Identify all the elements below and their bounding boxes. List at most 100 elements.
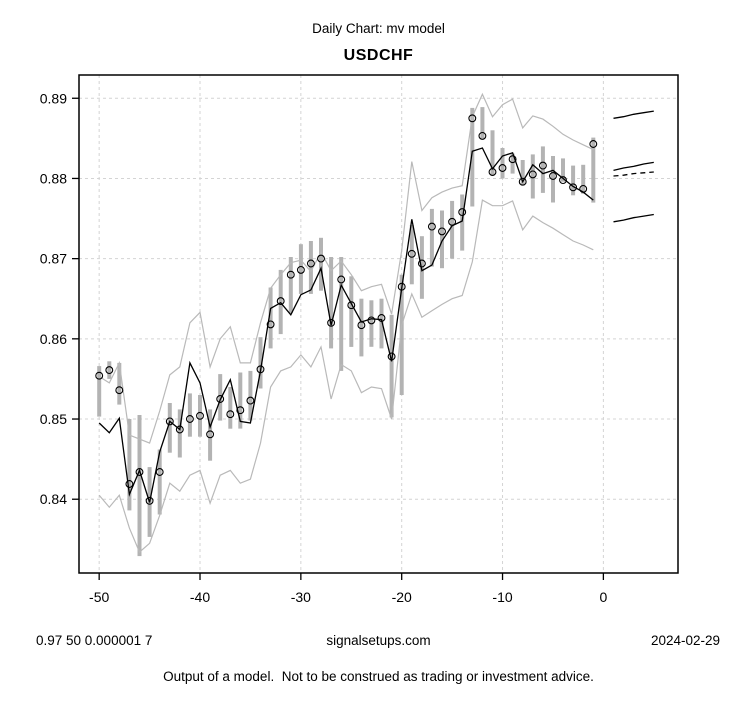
plot-border (78, 74, 679, 574)
range-bar (530, 154, 535, 199)
close-point (95, 371, 104, 380)
y-tick-label: 0.84 (40, 491, 67, 507)
close-point (135, 468, 144, 476)
range-bar (591, 137, 596, 203)
close-point (377, 314, 386, 322)
range-bar (127, 419, 132, 511)
close-point (488, 168, 497, 176)
close-point (125, 480, 134, 488)
close-point (579, 184, 588, 193)
forecast-mean-alt-line (613, 171, 654, 177)
x-tick-label: 0 (599, 589, 607, 605)
close-point (347, 301, 356, 310)
forecast-mean-line (613, 161, 654, 172)
range-bar (177, 409, 182, 458)
range-bar (107, 361, 112, 379)
range-bar (308, 241, 313, 294)
range-bar (359, 298, 364, 357)
close-point (407, 249, 416, 258)
close-point (367, 316, 376, 325)
model-line (98, 147, 594, 503)
close-point (306, 259, 315, 268)
chart-footnotes: signalsetups.com 0.97 50 0.000001 7 2024… (0, 633, 753, 651)
x-tick-label: -20 (392, 589, 412, 605)
range-bar (440, 210, 444, 269)
close-point (145, 496, 154, 505)
range-bar (571, 165, 576, 196)
range-bar (500, 148, 505, 179)
range-bar (429, 208, 434, 267)
range-bar (329, 257, 334, 349)
close-point (296, 265, 305, 274)
range-bar (218, 374, 223, 421)
price-chart: 0.84 0.85 0.86 0.87 0.88 0.89 -50 -40 -30 -20 -10 0 (40, 74, 679, 605)
range-bar (460, 194, 465, 251)
close-point (478, 131, 487, 140)
close-point (508, 155, 517, 164)
range-bar (187, 393, 192, 437)
close-point (387, 352, 396, 361)
close-point (538, 161, 547, 170)
range-bar (198, 395, 202, 437)
close-point (185, 415, 194, 423)
range-bar (480, 107, 485, 139)
close-point (397, 282, 406, 291)
chart-title: Daily Chart: mv model (312, 21, 445, 36)
close-point (357, 321, 366, 330)
range-bar (409, 225, 414, 285)
range-bar (510, 153, 515, 174)
range-bar (288, 257, 293, 314)
close-point (216, 395, 225, 403)
range-bar (561, 158, 565, 182)
close-point (236, 406, 245, 415)
close-point (448, 217, 457, 226)
range-bar (399, 274, 404, 395)
close-point (427, 222, 436, 231)
close-point (266, 320, 275, 329)
close-point (438, 227, 446, 236)
close-point (337, 275, 346, 284)
y-tick-label: 0.85 (40, 411, 67, 427)
site-watermark: signalsetups.com (326, 633, 431, 648)
range-bar (298, 244, 303, 294)
range-bar (379, 298, 384, 349)
range-bar (238, 372, 243, 429)
close-point (256, 365, 265, 374)
range-bar (581, 164, 586, 194)
range-bar (319, 237, 323, 291)
range-bar (248, 370, 253, 421)
lower-band-line (98, 199, 594, 554)
range-bar (490, 130, 495, 176)
range-bar (339, 257, 344, 371)
close-point (417, 259, 426, 268)
y-tick-label: 0.89 (40, 90, 67, 106)
close-point (528, 170, 537, 179)
x-tick-label: -30 (291, 589, 311, 605)
x-tick-label: -40 (190, 589, 210, 605)
range-bar (268, 287, 273, 349)
y-tick-label: 0.87 (40, 251, 67, 267)
disclaimer: Output of a model. Not to be construed a… (163, 669, 594, 684)
range-bar (470, 107, 475, 207)
range-bar (520, 160, 525, 186)
range-bar (389, 314, 394, 418)
y-tick-label: 0.88 (40, 170, 67, 186)
close-point (317, 254, 325, 263)
range-bar (450, 200, 455, 259)
range-bar (258, 337, 263, 389)
close-point (559, 176, 567, 185)
close-point (518, 177, 527, 186)
range-bar (228, 387, 233, 429)
close-point (549, 172, 557, 180)
forecast-lower-line (613, 213, 654, 223)
close-point (458, 208, 467, 217)
close-point (327, 318, 336, 327)
range-bar (137, 415, 142, 557)
range-bar (157, 449, 162, 515)
range-bar (117, 362, 122, 405)
y-tick-label: 0.86 (40, 331, 67, 347)
close-point (105, 366, 114, 375)
x-tick-label: -50 (89, 589, 109, 605)
upper-band-line (98, 92, 594, 444)
